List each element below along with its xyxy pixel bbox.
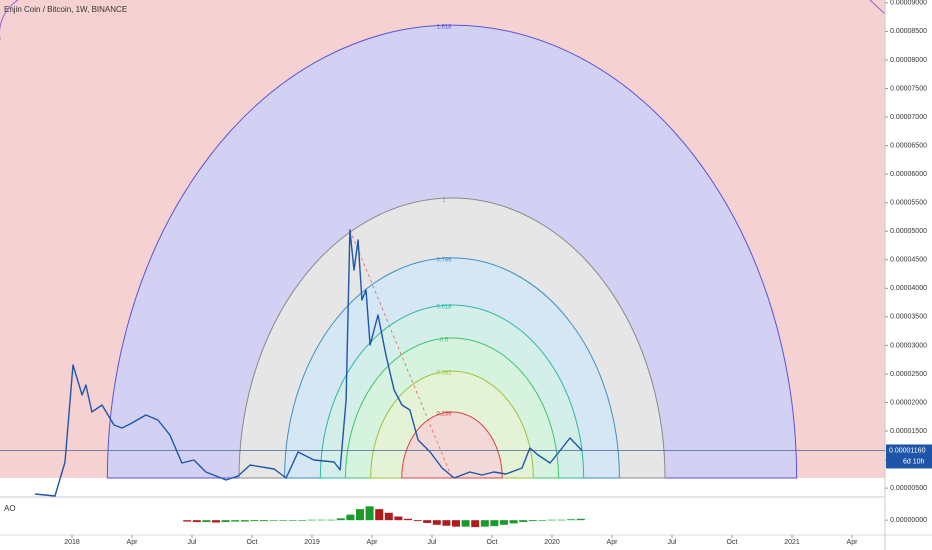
ao-bar xyxy=(231,520,240,522)
y-tick-label: 0.00002500 xyxy=(890,371,927,378)
y-tick-label: 0.00006500 xyxy=(890,142,927,149)
ao-bar xyxy=(250,520,259,522)
x-tick-label: Oct xyxy=(487,539,498,546)
fib-level-label: 1.618 xyxy=(436,25,452,31)
y-tick-label: 0.00005000 xyxy=(890,228,927,235)
outer-arc xyxy=(869,0,886,15)
y-tick-label: 0.00007500 xyxy=(890,85,927,92)
x-tick-label: 2020 xyxy=(544,539,560,546)
ao-label: AO xyxy=(4,504,16,513)
ao-bar xyxy=(432,520,441,525)
last-price-box xyxy=(886,444,932,469)
ao-bar xyxy=(452,520,460,527)
ao-bar xyxy=(317,519,326,521)
ao-bar xyxy=(500,520,508,525)
ao-bar xyxy=(538,520,547,521)
ao-bar xyxy=(528,520,537,522)
fib-level-label: 0.618 xyxy=(436,305,452,311)
ao-bar xyxy=(557,519,566,521)
y-tick-label: 0.00004000 xyxy=(890,285,927,292)
countdown-label: 6d 10h xyxy=(903,458,925,465)
ao-bar xyxy=(576,518,585,521)
ao-bar xyxy=(212,520,220,523)
ao-bar xyxy=(298,520,307,521)
ao-bar xyxy=(461,520,470,527)
y-tick-label: 0.00008000 xyxy=(890,57,927,64)
fib-arcs: 1.618 1 0.786 0.618 0.5 0.382 0.236 xyxy=(106,25,798,479)
ao-bar xyxy=(423,520,432,523)
ao-bar xyxy=(192,520,201,523)
y-tick-label: 0.00003500 xyxy=(890,314,927,321)
fib-level-label: 0.5 xyxy=(440,338,449,344)
x-tick-label: Oct xyxy=(727,539,738,546)
fib-level-label: 0.382 xyxy=(436,371,452,377)
ao-bar xyxy=(442,520,451,526)
x-tick-label: 2021 xyxy=(784,539,800,546)
x-tick-label: 2018 xyxy=(64,539,80,546)
x-tick-label: Oct xyxy=(247,539,258,546)
y-tick-label: 0.00009000 xyxy=(890,0,927,7)
ao-bar xyxy=(269,520,278,521)
ao-bar xyxy=(202,520,211,523)
ao-bar xyxy=(288,520,297,521)
ao-bar xyxy=(567,519,576,521)
ao-bar xyxy=(480,520,489,527)
ao-bar xyxy=(375,509,384,521)
fib-level-label: 0.236 xyxy=(436,411,452,417)
ao-bar xyxy=(308,519,316,521)
x-tick-label: Jul xyxy=(428,539,437,546)
x-tick-label: Apr xyxy=(367,539,379,546)
ao-bar xyxy=(471,520,480,528)
ao-bar xyxy=(413,520,422,522)
ao-bar xyxy=(509,520,518,524)
ao-bar xyxy=(260,520,268,522)
y-tick-label: 0.00005500 xyxy=(890,200,927,207)
trend-line xyxy=(349,229,453,479)
outer-arc xyxy=(0,0,19,40)
x-tick-label: Jul xyxy=(188,539,197,546)
x-tick-label: Jul xyxy=(668,539,677,546)
y-tick-label: 0.00002000 xyxy=(890,399,927,406)
fib-arc xyxy=(401,411,503,479)
ao-bar xyxy=(394,516,403,521)
x-tick-label: Apr xyxy=(127,539,139,546)
y-tick-label: 0.00001500 xyxy=(890,428,927,435)
y-tick-label: 0.00008500 xyxy=(890,28,927,35)
ao-bar xyxy=(384,512,393,521)
price-line xyxy=(34,229,583,497)
fib-level-label: 0.786 xyxy=(436,257,452,263)
ao-bar xyxy=(548,519,556,521)
y-tick-label: 0.00004500 xyxy=(890,257,927,264)
y-tick-label: 0.00006000 xyxy=(890,171,927,178)
x-tick-label: 2019 xyxy=(304,539,320,546)
y-tick-label: 0.00000500 xyxy=(890,485,927,492)
ao-bar xyxy=(240,520,249,522)
ao-bar xyxy=(356,509,364,521)
ao-bar xyxy=(519,520,528,523)
last-price-label: 0.00001160 xyxy=(889,447,926,454)
ao-bar xyxy=(221,520,230,523)
x-tick-label: Apr xyxy=(847,539,859,546)
x-tick-label: Apr xyxy=(607,539,619,546)
ao-bar xyxy=(279,520,288,521)
y-tick-label: 0.00007000 xyxy=(890,114,927,121)
ao-bar xyxy=(183,520,192,522)
ao-bar xyxy=(404,518,412,521)
ao-bar xyxy=(336,518,345,521)
ao-y-tick-label: 0.00000000 xyxy=(890,517,927,524)
ao-bar xyxy=(327,519,336,521)
y-tick-label: 0.00003000 xyxy=(890,342,927,349)
ao-bar xyxy=(490,520,499,527)
fib-level-label: 1 xyxy=(442,198,446,204)
ao-bar xyxy=(346,514,355,521)
chart-title: Enjin Coin / Bitcoin, 1W, BINANCE xyxy=(4,5,127,14)
ao-bar xyxy=(365,506,374,521)
